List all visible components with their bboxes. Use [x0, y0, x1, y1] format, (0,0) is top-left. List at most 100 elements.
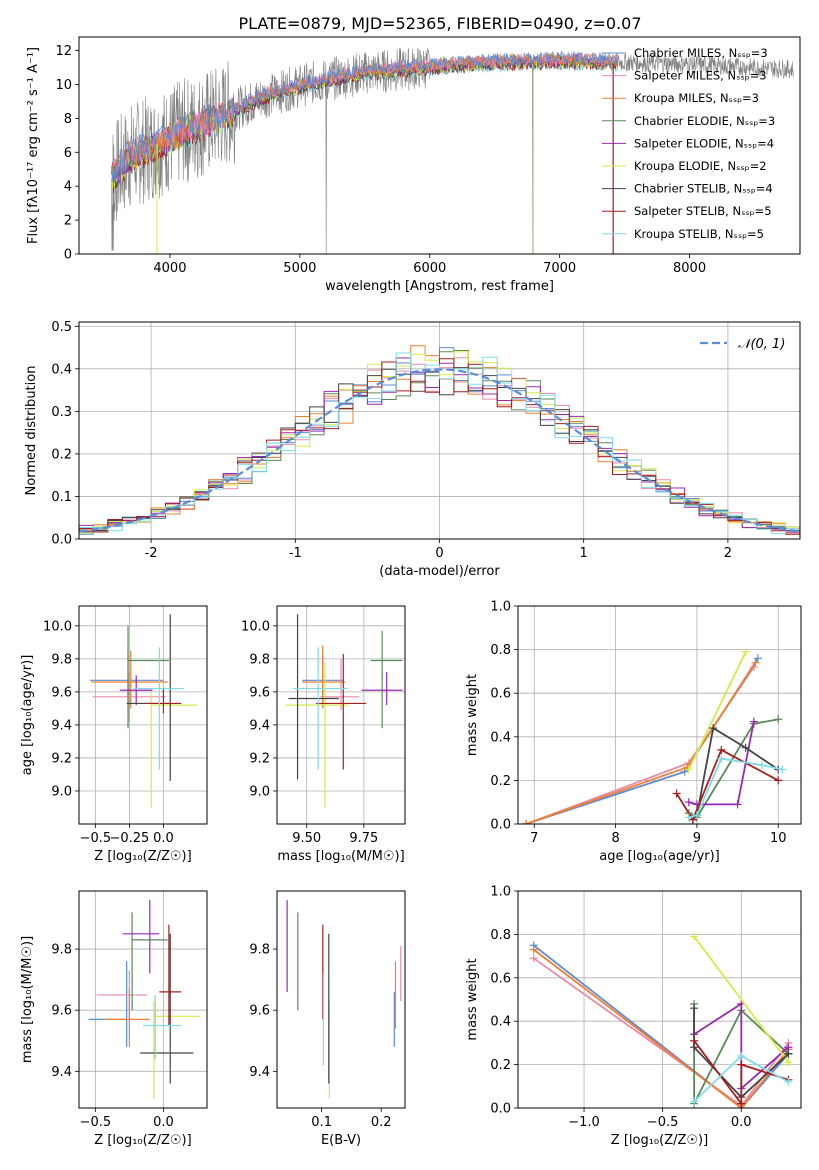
y-tick-label: 9.8: [249, 943, 270, 958]
x-tick-label: −0.25: [109, 831, 149, 846]
chart-Z-age: −0.5−0.25 0.0 9.0 9.2 9.4 9.6 9.8 10.0 Z [log₁₀(…: [20, 605, 208, 864]
weight-marker: [522, 820, 531, 824]
errorbar-point: [293, 647, 348, 770]
weight-series: [675, 748, 779, 822]
weight-marker: [774, 715, 783, 724]
x-tick-label: 6000: [413, 261, 446, 276]
weight-marker: [672, 789, 681, 798]
y-tick-label: 0.3: [51, 405, 72, 420]
y-tick-label: 9.0: [249, 784, 270, 799]
x-axis-label: Z [log₁₀(Z/Z☉)]: [94, 1133, 191, 1148]
model-spectrum: [111, 50, 619, 183]
x-tick-label: 0.1: [311, 1115, 332, 1130]
observed-spectrum: [111, 47, 794, 254]
y-tick-label: 1.0: [490, 885, 511, 900]
errorbar-point: [145, 688, 182, 714]
y-tick-label: 0.8: [490, 928, 511, 943]
y-tick-label: 9.2: [249, 751, 270, 766]
x-tick-label: 9: [693, 831, 701, 846]
x-axis-label: E(B-V): [321, 1133, 361, 1148]
histogram-series: [79, 352, 800, 534]
chart-mass-age: 9.50 9.75 9.0 9.2 9.4 9.6 9.8 10.0 mass [log₁₀(M…: [241, 605, 406, 864]
weight-series: [533, 957, 790, 1108]
normal-curve: [79, 368, 800, 533]
y-tick-label: 12: [55, 44, 72, 59]
errorbar-point: [361, 672, 403, 706]
errorbar-point: [159, 924, 182, 1026]
errorbar-point: [92, 672, 167, 722]
x-tick-label: −0.5: [80, 1115, 112, 1130]
y-tick-label: 9.8: [51, 943, 72, 958]
x-axis-label: Z [log₁₀(Z/Z☉)]: [611, 1133, 708, 1148]
y-tick-label: 10.0: [43, 619, 72, 634]
y-tick-label: 8: [64, 112, 72, 127]
y-tick-label: 9.8: [51, 652, 72, 667]
x-tick-label: 2: [724, 546, 732, 561]
plot-area: [79, 322, 800, 539]
weight-marker: [690, 1036, 699, 1045]
errorbar-point: [370, 630, 403, 729]
y-tick-label: 0.0: [490, 1102, 511, 1117]
axes-frame: [517, 605, 802, 825]
axes-frame: [78, 890, 208, 1109]
x-tick-label: 8: [611, 831, 619, 846]
y-tick-label: 2: [64, 214, 72, 229]
chart-Z-mass: −0.5 0.0 9.4 9.6 9.8 Z [log₁₀(Z/Z☉)] mass [log…: [20, 890, 208, 1148]
errorbar-point: [315, 653, 367, 770]
legend-label: Chabrier MILES, Nₛₛₚ=3: [634, 46, 768, 60]
y-axis-label: mass [log₁₀(M/M☉)]: [20, 936, 35, 1063]
weight-marker: [741, 647, 750, 656]
x-tick-label: 0.0: [153, 831, 174, 846]
y-tick-label: 0.6: [490, 971, 511, 986]
weight-marker: [690, 1004, 699, 1013]
chart-residuals: -2 -1 0 1 2 0.0 0.1 0.2 0.3 0.4 0.5 (data-model)/er…: [24, 320, 801, 579]
y-tick-label: 9.4: [51, 718, 72, 733]
y-tick-label: 9.4: [249, 718, 270, 733]
weight-marker: [692, 811, 701, 820]
y-tick-label: 9.0: [51, 784, 72, 799]
weight-marker: [529, 954, 538, 963]
weight-series: [525, 666, 755, 824]
legend-label: Salpeter ELODIE, Nₛₛₚ=4: [634, 136, 774, 150]
weight-marker: [717, 745, 726, 754]
weight-series: [687, 651, 747, 770]
y-axis-label: Normed distribution: [24, 366, 39, 496]
plot-area: [111, 47, 794, 254]
y-tick-label: 0.8: [490, 643, 511, 658]
legend: Chabrier MILES, Nₛₛₚ=3 Salpeter MILES, Nₛ…: [602, 46, 775, 241]
x-tick-label: 5000: [283, 261, 316, 276]
x-tick-label: 1: [580, 546, 588, 561]
y-tick-label: 0.1: [51, 490, 72, 505]
x-tick-label: 0.2: [371, 1115, 392, 1130]
weight-marker: [709, 724, 718, 733]
y-tick-label: 0: [64, 248, 72, 263]
errorbar-point: [104, 988, 150, 1047]
x-tick-label: 9.75: [349, 831, 378, 846]
legend-label: Chabrier STELIB, Nₛₛₚ=4: [634, 182, 773, 196]
y-tick-label: 0.4: [490, 1015, 511, 1030]
x-tick-label: −0.5: [80, 831, 112, 846]
weight-marker: [737, 1099, 746, 1108]
y-axis-label: age [log₁₀(age/yr)]: [20, 655, 35, 776]
weight-series: [688, 718, 779, 819]
weight-marker: [741, 743, 750, 752]
legend-label: Kroupa ELODIE, Nₛₛₚ=2: [634, 159, 767, 173]
y-tick-label: 0.0: [51, 533, 72, 548]
y-tick-label: 0.0: [490, 818, 511, 833]
x-axis-label: Z [log₁₀(Z/Z☉)]: [94, 849, 191, 864]
legend-label: Kroupa MILES, Nₛₛₚ=3: [634, 91, 759, 105]
weight-series: [693, 936, 790, 1063]
x-tick-label: −1.0: [568, 1115, 600, 1130]
y-tick-label: 9.4: [249, 1065, 270, 1080]
weight-marker: [757, 761, 766, 770]
weight-marker: [684, 765, 693, 774]
x-tick-label: −0.5: [647, 1115, 679, 1130]
axes-frame: [517, 890, 802, 1109]
plot-layer: 4000 5000 6000 7000 8000024681012wavelength …: [20, 36, 802, 1148]
x-tick-label: 0: [435, 546, 443, 561]
x-axis-label: age [log₁₀(age/yr)]: [599, 849, 720, 864]
x-tick-label: 4000: [153, 261, 186, 276]
plot-area: [518, 606, 801, 824]
y-tick-label: 10.0: [241, 619, 270, 634]
